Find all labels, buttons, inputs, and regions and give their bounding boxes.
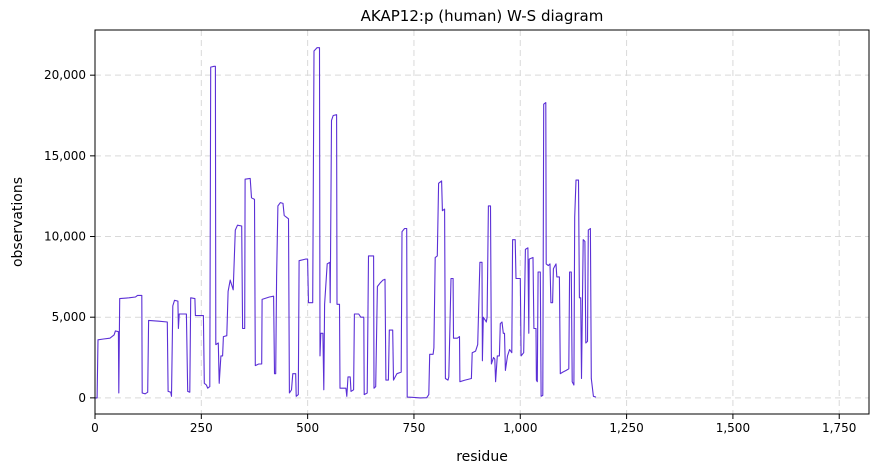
series-line	[95, 47, 597, 399]
y-tick-label: 20,000	[44, 68, 86, 82]
x-axis-label: residue	[456, 449, 508, 465]
grid	[94, 30, 869, 414]
y-axis: 0 5,000 10,000 15,000 20,000	[44, 68, 95, 405]
plot-area	[95, 47, 597, 399]
x-tick-label: 1,750	[822, 421, 856, 435]
plot-frame	[94, 29, 870, 415]
y-tick-label: 5,000	[52, 310, 86, 324]
x-tick-label: 1,250	[609, 421, 643, 435]
y-tick-label: 0	[78, 391, 86, 405]
x-tick-label: 1,500	[716, 421, 750, 435]
x-tick-label: 750	[403, 421, 426, 435]
x-tick-label: 1,000	[503, 421, 537, 435]
chart-title: AKAP12:p (human) W-S diagram	[361, 7, 604, 25]
x-tick-label: 0	[91, 421, 99, 435]
y-axis-label: observations	[10, 177, 26, 267]
y-tick-label: 10,000	[44, 230, 86, 244]
y-tick-label: 15,000	[44, 149, 86, 163]
x-tick-label: 250	[190, 421, 213, 435]
x-tick-label: 500	[296, 421, 319, 435]
x-axis: 0 250 500 750 1,000 1,250 1,500 1,750	[91, 414, 856, 435]
